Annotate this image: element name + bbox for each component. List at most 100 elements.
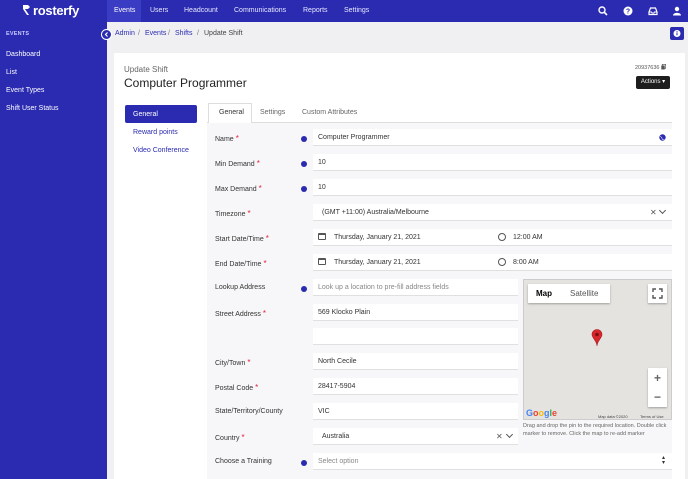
search-icon[interactable]: [598, 6, 608, 16]
tab-active-frame: [208, 103, 252, 123]
max-demand-field[interactable]: [313, 179, 672, 196]
tab-settings[interactable]: Settings: [260, 109, 286, 116]
select-arrows-icon[interactable]: ▴ ▾: [662, 455, 666, 466]
info-icon[interactable]: [301, 161, 307, 167]
nav-reports[interactable]: Reports: [303, 7, 328, 14]
calendar-icon[interactable]: [318, 258, 326, 265]
info-icon[interactable]: [301, 136, 307, 142]
timezone-value: (GMT +11:00) Australia/Melbourne: [322, 209, 429, 216]
satellite-view-button[interactable]: Satellite: [570, 289, 599, 298]
end-time-value: 8:00 AM: [513, 259, 539, 266]
tab-general[interactable]: General: [219, 109, 244, 116]
breadcrumb-shifts[interactable]: Shifts: [175, 30, 193, 37]
calendar-icon[interactable]: [318, 233, 326, 240]
svg-text:?: ?: [626, 9, 630, 16]
map-terms-link[interactable]: Terms of Use: [640, 414, 664, 419]
rosterfy-logo-icon: [23, 5, 30, 15]
map-help-text: Drag and drop the pin to the required lo…: [523, 423, 667, 437]
info-icon[interactable]: [301, 460, 307, 466]
page-subtitle: Update Shift: [124, 65, 169, 74]
fullscreen-button[interactable]: [648, 284, 667, 303]
sidebar-item-shift-user-status[interactable]: Shift User Status: [6, 105, 59, 112]
breadcrumb-admin[interactable]: Admin: [115, 30, 135, 37]
breadcrumb-separator: /: [197, 30, 199, 37]
breadcrumb-separator: /: [168, 30, 170, 37]
map-zoom-control: [648, 368, 667, 407]
clock-icon[interactable]: [498, 258, 506, 266]
tabs-divider: [207, 122, 672, 123]
nav-settings[interactable]: Settings: [344, 7, 370, 14]
info-icon: [673, 30, 681, 37]
inbox-icon[interactable]: [648, 6, 658, 16]
sidebar-item-dashboard[interactable]: Dashboard: [6, 51, 41, 58]
actions-label: Actions: [640, 79, 661, 85]
timezone-select[interactable]: [313, 204, 672, 221]
training-select[interactable]: [313, 453, 672, 470]
nav-headcount[interactable]: Headcount: [184, 7, 218, 14]
name-value: Computer Programmer: [318, 134, 390, 141]
sidebar-item-list[interactable]: List: [6, 69, 17, 76]
record-id-value: 20937636: [635, 65, 660, 71]
end-date-value: Thursday, January 21, 2021: [334, 259, 421, 266]
timezone-label: Timezone *: [215, 209, 251, 218]
end-time-field[interactable]: [493, 254, 672, 271]
breadcrumb-current: Update Shift: [204, 30, 243, 37]
city-label: City/Town *: [215, 358, 251, 367]
sidebar-collapse-button[interactable]: [101, 29, 112, 40]
user-icon[interactable]: [672, 6, 682, 16]
start-datetime-label: Start Date/Time *: [215, 234, 269, 243]
start-time-value: 12:00 AM: [513, 234, 543, 241]
sidebar: [0, 22, 107, 479]
training-label: Choose a Training: [215, 458, 272, 465]
map-view-button[interactable]: Map: [536, 289, 552, 298]
nav-users[interactable]: Users: [150, 7, 169, 14]
globe-icon[interactable]: [659, 134, 666, 141]
info-button[interactable]: [670, 27, 684, 40]
start-time-field[interactable]: [493, 229, 672, 246]
brand-name: rosterfy: [33, 3, 80, 18]
sidebar-item-event-types[interactable]: Event Types: [6, 87, 45, 94]
submenu-reward-points[interactable]: Reward points: [133, 129, 178, 136]
city-field[interactable]: [313, 353, 518, 370]
help-icon[interactable]: ?: [623, 6, 633, 16]
state-field[interactable]: [313, 403, 518, 420]
clear-icon[interactable]: ✕: [496, 432, 503, 441]
min-demand-label: Min Demand *: [215, 159, 260, 168]
google-logo: Google: [526, 408, 558, 418]
breadcrumb-separator: /: [138, 30, 140, 37]
nav-active-indicator: [107, 0, 141, 22]
submenu-active-indicator: [125, 105, 197, 123]
city-value: North Cecile: [318, 358, 357, 365]
copy-icon[interactable]: [661, 63, 667, 70]
breadcrumb-events[interactable]: Events: [145, 30, 167, 37]
clock-icon[interactable]: [498, 233, 506, 241]
name-field[interactable]: [313, 129, 672, 146]
submenu-general[interactable]: General: [133, 111, 158, 118]
max-demand-label: Max Demand *: [215, 184, 262, 193]
zoom-out-button[interactable]: −: [653, 390, 661, 404]
zoom-in-button[interactable]: +: [653, 371, 661, 385]
street-address-field[interactable]: [313, 304, 518, 321]
postal-code-value: 28417-5904: [318, 383, 356, 390]
nav-communications[interactable]: Communications: [234, 7, 287, 14]
info-icon[interactable]: [301, 286, 307, 292]
start-date-field[interactable]: [313, 229, 493, 246]
lookup-address-input[interactable]: [313, 279, 518, 296]
postal-code-field[interactable]: [313, 378, 518, 395]
country-select[interactable]: [313, 428, 518, 445]
min-demand-field[interactable]: [313, 154, 672, 171]
nav-events[interactable]: Events: [114, 7, 136, 14]
top-navbar: [0, 0, 688, 22]
state-label: State/Territory/County: [215, 408, 283, 415]
street-address-line2-field[interactable]: [313, 328, 518, 345]
actions-button[interactable]: Actions ▾: [636, 76, 670, 89]
tab-custom-attributes[interactable]: Custom Attributes: [302, 109, 358, 116]
info-icon[interactable]: [301, 186, 307, 192]
brand-logo[interactable]: rosterfy: [22, 3, 79, 18]
map-pin-icon[interactable]: [591, 329, 603, 347]
clear-icon[interactable]: ✕: [650, 208, 657, 217]
end-date-field[interactable]: [313, 254, 493, 271]
submenu-video-conference[interactable]: Video Conference: [133, 147, 189, 154]
name-label: Name *: [215, 134, 239, 143]
map-type-toggle: [528, 284, 610, 303]
